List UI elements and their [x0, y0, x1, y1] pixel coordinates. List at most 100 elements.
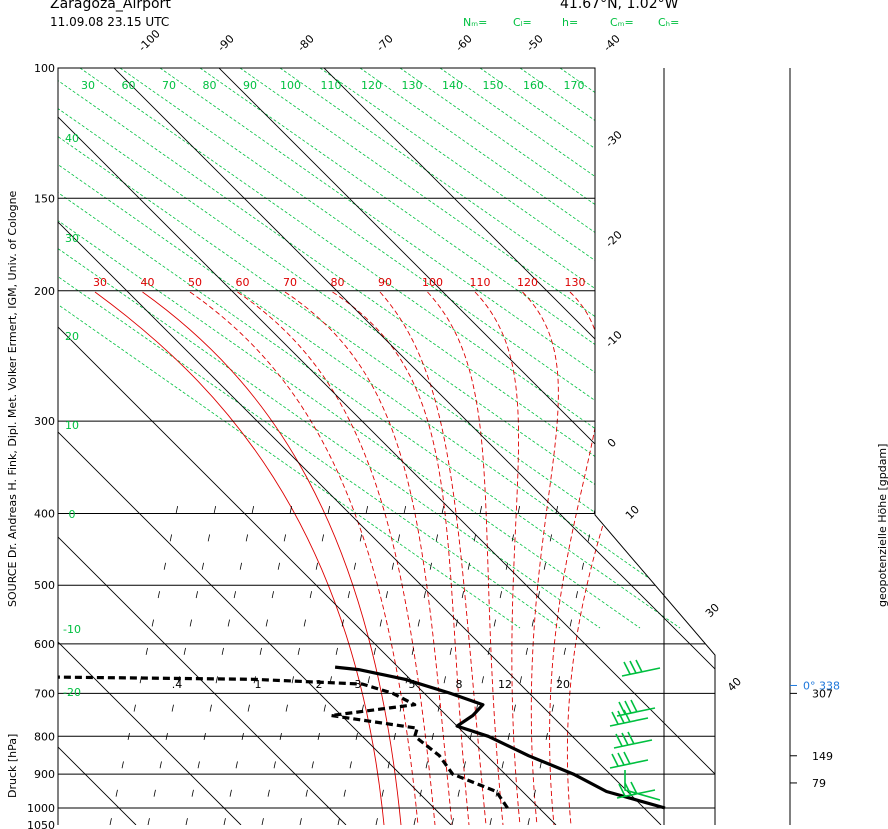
mixing-ratio-line [147, 494, 219, 825]
dry-adiabat-label: 30 [81, 79, 95, 92]
moist-adiabats [94, 291, 647, 825]
dry-adiabat-line [760, 68, 888, 628]
mixing-ratio-label: 5 [409, 678, 416, 691]
dry-adiabat-line [239, 68, 715, 629]
moist-adiabat-label: 90 [378, 276, 392, 289]
moist-adiabat-line [566, 291, 647, 825]
moist-adiabat-label: 70 [283, 276, 297, 289]
freezing-level-label: 0° 338 [803, 679, 840, 692]
moist-adiabat-line [189, 291, 419, 825]
dry-adiabat-line [439, 68, 715, 629]
index-cm: Cₘ= [610, 16, 634, 29]
dry-adiabat-label: 0 [69, 508, 76, 521]
isotherm-tick-label: -70 [374, 32, 396, 54]
mixing-ratio-label: .4 [172, 678, 183, 691]
moist-adiabat-label: 60 [236, 276, 250, 289]
dry-adiabat-line [599, 68, 715, 629]
station-name: Zaragoza_Airport [50, 0, 171, 12]
dry-adiabats [58, 68, 888, 629]
moist-adiabat-label: 110 [470, 276, 491, 289]
moist-adiabat-label: 80 [331, 276, 345, 289]
isotherm-line [58, 68, 557, 825]
temperature-line [334, 665, 666, 810]
dry-adiabat-line [58, 68, 715, 629]
pressure-tick-label: 1050 [27, 819, 55, 829]
pressure-tick-label: 900 [34, 768, 55, 781]
isotherm-tick-label: -10 [603, 328, 625, 350]
dry-adiabat-line [519, 68, 715, 629]
mixing-ratio-line [109, 494, 181, 825]
moist-adiabat-label: 120 [517, 276, 538, 289]
isotherm-tick-label: 30 [703, 601, 722, 620]
pressure-tick-label: 1000 [27, 802, 55, 815]
isotherm-tick-label: -80 [295, 32, 317, 54]
dry-adiabat-line [479, 68, 715, 629]
isotherm-line [58, 68, 347, 825]
dewpoint-line [58, 668, 509, 809]
wind-barbs [609, 659, 661, 801]
dry-adiabat-label: -10 [63, 623, 81, 636]
dry-adiabat-label: 80 [203, 79, 217, 92]
isotherm-tick-label: 10 [623, 503, 642, 522]
index-ch: Cₕ= [658, 16, 680, 29]
dry-adiabat-line [58, 68, 601, 629]
dry-adiabat-line [359, 68, 715, 629]
dry-adiabat-label: 70 [162, 79, 176, 92]
frame [57, 67, 791, 825]
wind-barb [616, 699, 656, 717]
axis-labels: 10015020030040050060070080090010001050-1… [27, 27, 840, 829]
mixing-ratio-label: 12 [498, 678, 512, 691]
isotherm-line [58, 68, 662, 825]
dry-adiabat-line [399, 68, 715, 629]
isotherm-tick-label: -50 [524, 32, 546, 54]
dry-adiabat-line [79, 68, 715, 629]
mixing-ratio-label: 8 [456, 678, 463, 691]
mixing-ratio-line [223, 494, 295, 825]
mixing-ratio-line [337, 494, 409, 825]
index-cl: Cₗ= [513, 16, 532, 29]
pressure-tick-label: 300 [34, 415, 55, 428]
height-label: 79 [812, 777, 826, 790]
isotherm-tick-label: 40 [725, 675, 744, 694]
dry-adiabat-label: 40 [65, 132, 79, 145]
moist-adiabat-line [522, 291, 559, 825]
mixing-ratio-line [527, 494, 599, 825]
moist-adiabat-line [332, 291, 470, 825]
moist-adiabat-line [427, 291, 504, 825]
dry-adiabat-line [58, 68, 681, 629]
pressure-tick-label: 150 [34, 192, 55, 205]
dry-adiabat-label: 160 [523, 79, 544, 92]
plot-border [57, 67, 716, 825]
dry-adiabat-label: 120 [361, 79, 382, 92]
moist-adiabat-line [237, 291, 436, 825]
moist-adiabat-line [379, 291, 487, 825]
wind-barb [624, 770, 661, 801]
dry-adiabat-label: 170 [564, 79, 585, 92]
dry-adiabat-line [679, 68, 715, 629]
pressure-tick-label: 700 [34, 687, 55, 700]
isotherm-tick-label: -90 [215, 32, 237, 54]
station-coordinates: 41.67°N, 1.02°W [560, 0, 679, 12]
dry-adiabat-line [319, 68, 715, 629]
isotherm-tick-label: -100 [136, 27, 163, 54]
source-credit: SOURCE Dr. Andreas H. Fink, Dipl. Met. V… [6, 190, 19, 607]
height-axis-title: geopotenzielle Höhe [gpdam] [876, 443, 888, 607]
mixing-ratio-label: 1 [255, 678, 262, 691]
index-h: h= [562, 16, 579, 29]
dry-adiabat-label: 60 [122, 79, 136, 92]
isotherm-line [58, 68, 137, 825]
isotherm-line [58, 68, 715, 825]
dry-adiabat-line [58, 68, 715, 629]
isotherm-tick-label: -20 [603, 228, 625, 250]
dry-adiabat-label: 30 [65, 232, 79, 245]
dry-adiabat-line [199, 68, 715, 629]
dry-adiabat-line [58, 68, 521, 629]
pressure-tick-label: 400 [34, 508, 55, 521]
height-label: 307 [812, 687, 833, 700]
isotherm-tick-label: -30 [603, 128, 625, 150]
dry-adiabat-label: 140 [442, 79, 463, 92]
pressure-tick-label: 600 [34, 638, 55, 651]
mixing-ratio-line [489, 494, 561, 825]
